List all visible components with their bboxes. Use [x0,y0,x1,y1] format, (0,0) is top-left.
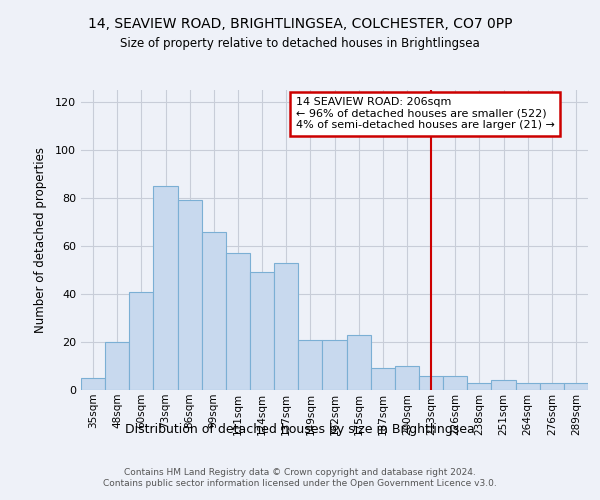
Bar [564,383,588,390]
Bar [202,232,226,390]
Bar [226,253,250,390]
Bar [419,376,443,390]
Bar [105,342,129,390]
Bar [322,340,347,390]
Bar [515,383,540,390]
Bar [129,292,154,390]
Bar [250,272,274,390]
Y-axis label: Number of detached properties: Number of detached properties [34,147,47,333]
Bar [178,200,202,390]
Bar [467,383,491,390]
Bar [491,380,515,390]
Text: Size of property relative to detached houses in Brightlingsea: Size of property relative to detached ho… [120,38,480,51]
Bar [540,383,564,390]
Bar [274,263,298,390]
Text: Contains HM Land Registry data © Crown copyright and database right 2024.
Contai: Contains HM Land Registry data © Crown c… [103,468,497,487]
Bar [443,376,467,390]
Bar [298,340,322,390]
Bar [395,366,419,390]
Bar [347,335,371,390]
Text: Distribution of detached houses by size in Brightlingsea: Distribution of detached houses by size … [125,422,475,436]
Text: 14 SEAVIEW ROAD: 206sqm
← 96% of detached houses are smaller (522)
4% of semi-de: 14 SEAVIEW ROAD: 206sqm ← 96% of detache… [296,97,555,130]
Text: 14, SEAVIEW ROAD, BRIGHTLINGSEA, COLCHESTER, CO7 0PP: 14, SEAVIEW ROAD, BRIGHTLINGSEA, COLCHES… [88,18,512,32]
Bar [371,368,395,390]
Bar [81,378,105,390]
Bar [154,186,178,390]
